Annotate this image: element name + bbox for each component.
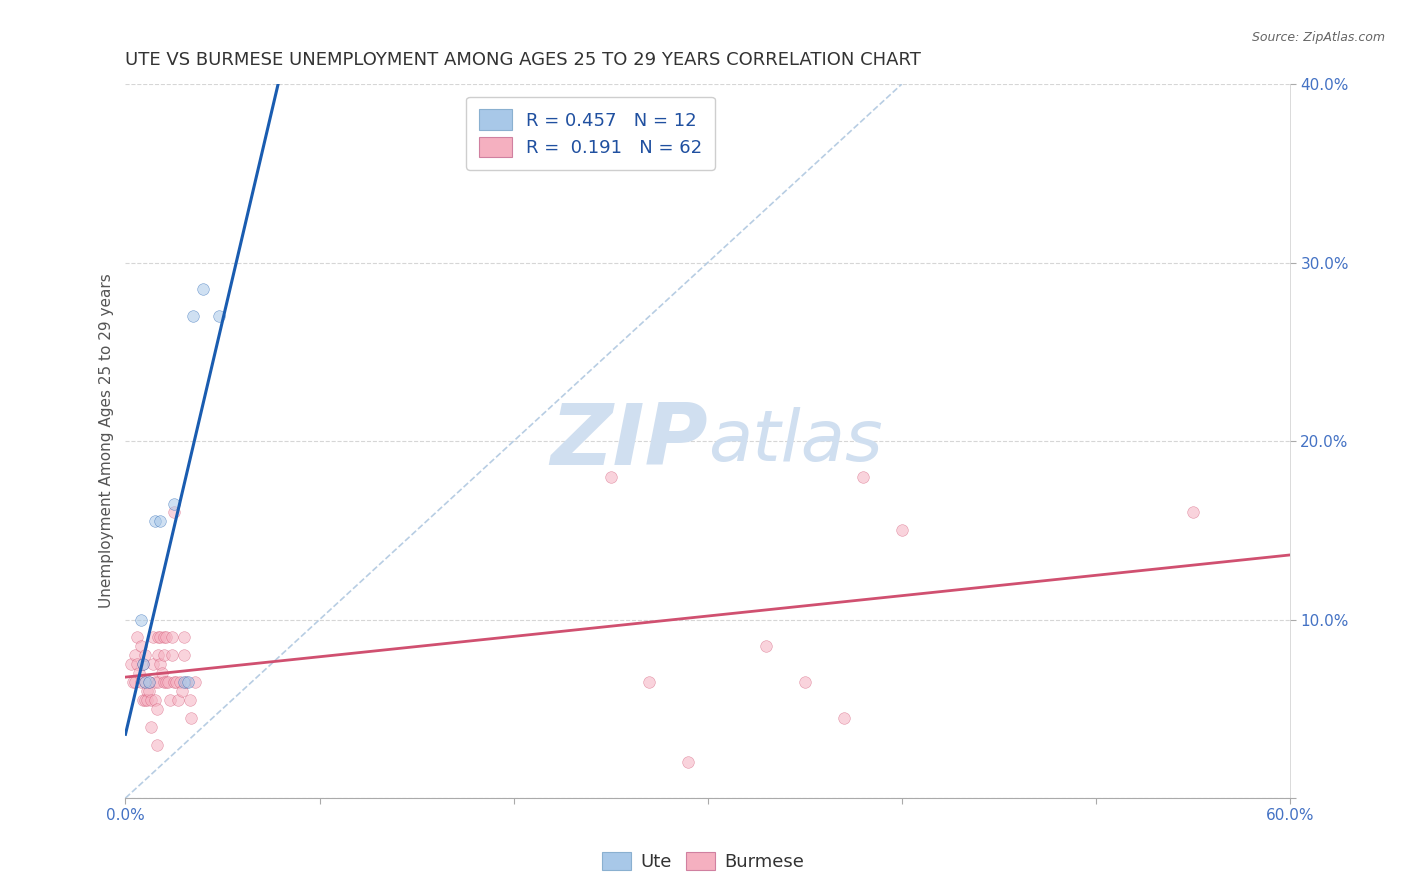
Point (173, 675, 195, 690)
Point (157, 675, 180, 690)
Point (179, 693, 201, 707)
Point (127, 631, 149, 645)
Point (170, 684, 193, 698)
Point (124, 675, 146, 690)
Point (174, 675, 197, 690)
Point (180, 711, 202, 725)
Point (207, 309, 229, 323)
Point (153, 648, 176, 663)
Point (142, 631, 165, 645)
Point (163, 675, 186, 690)
Point (134, 648, 156, 663)
Point (191, 282, 214, 296)
Point (134, 693, 156, 707)
Legend: R = 0.457   N = 12, R =  0.191   N = 62: R = 0.457 N = 12, R = 0.191 N = 62 (467, 96, 714, 170)
Point (139, 720, 162, 734)
Point (149, 657, 172, 672)
Point (163, 497, 186, 511)
Text: ZIP: ZIP (550, 400, 707, 483)
Point (183, 309, 205, 323)
Point (128, 666, 150, 681)
Point (153, 631, 176, 645)
Point (138, 675, 160, 690)
Y-axis label: Unemployment Among Ages 25 to 29 years: Unemployment Among Ages 25 to 29 years (100, 274, 114, 608)
Point (129, 640, 152, 654)
Point (145, 738, 167, 752)
Point (890, 524, 912, 538)
Point (143, 675, 166, 690)
Point (124, 648, 146, 663)
Point (176, 675, 198, 690)
Point (155, 675, 177, 690)
Point (852, 470, 875, 484)
Point (142, 657, 165, 672)
Point (1181, 506, 1204, 520)
Point (678, 756, 700, 770)
Point (149, 631, 172, 645)
Point (134, 675, 156, 690)
Point (145, 702, 167, 716)
Point (169, 675, 191, 690)
Point (793, 675, 815, 690)
Point (122, 675, 145, 690)
Point (155, 631, 177, 645)
Point (135, 693, 157, 707)
Point (134, 675, 156, 690)
Point (148, 675, 170, 690)
Point (129, 613, 152, 627)
Point (159, 693, 181, 707)
Legend: Ute, Burmese: Ute, Burmese (595, 845, 811, 879)
Point (149, 515, 172, 529)
Text: UTE VS BURMESE UNEMPLOYMENT AMONG AGES 25 TO 29 YEARS CORRELATION CHART: UTE VS BURMESE UNEMPLOYMENT AMONG AGES 2… (125, 51, 921, 69)
Point (132, 693, 155, 707)
Point (143, 693, 166, 707)
Point (755, 640, 778, 654)
Point (132, 657, 155, 672)
Point (173, 648, 195, 663)
Point (135, 684, 157, 698)
Text: atlas: atlas (707, 407, 883, 475)
Point (165, 675, 187, 690)
Point (160, 648, 183, 663)
Point (150, 666, 173, 681)
Point (163, 506, 186, 520)
Point (120, 657, 142, 672)
Point (184, 675, 207, 690)
Point (638, 675, 661, 690)
Text: Source: ZipAtlas.com: Source: ZipAtlas.com (1251, 31, 1385, 45)
Point (138, 675, 160, 690)
Point (127, 657, 149, 672)
Point (139, 693, 162, 707)
Point (138, 684, 160, 698)
Point (832, 711, 855, 725)
Point (148, 648, 170, 663)
Point (148, 631, 170, 645)
Point (167, 693, 190, 707)
Point (160, 631, 183, 645)
Point (129, 675, 152, 690)
Point (132, 657, 155, 672)
Point (143, 515, 166, 529)
Point (173, 631, 195, 645)
Point (599, 470, 621, 484)
Point (153, 675, 176, 690)
